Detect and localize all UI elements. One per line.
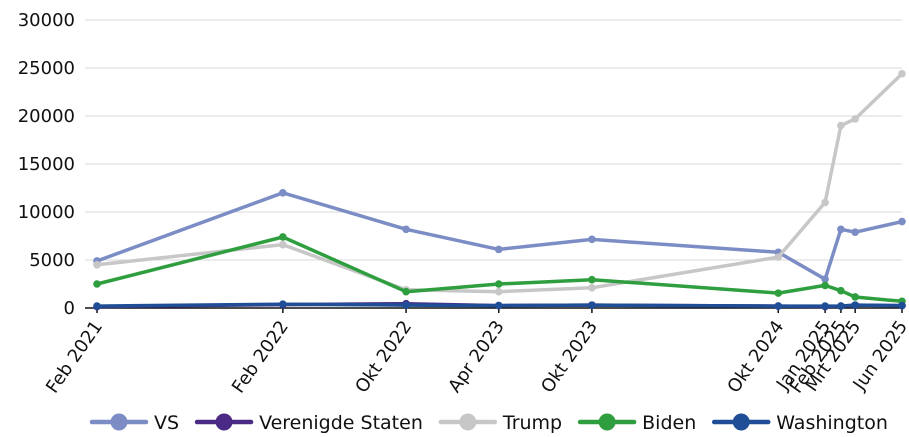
series-line (95, 191, 904, 281)
data-point (898, 301, 906, 310)
legend-item: VS (89, 412, 179, 434)
legend: VS Verenigde Staten Trump Biden Washington (89, 412, 888, 434)
data-point (494, 287, 503, 296)
series-washington (93, 300, 906, 310)
y-axis: 0 5000 10000 15000 20000 25000 30000 (18, 10, 75, 319)
gridlines (85, 19, 902, 261)
data-point (898, 69, 906, 78)
data-point (821, 281, 829, 290)
x-tick-label: Apr 2023 (444, 317, 509, 397)
legend-swatch-marker (110, 413, 128, 431)
x-axis: Feb 2021 Feb 2022 Okt 2022 Apr 2023 Okt 2023… (42, 307, 909, 397)
data-point (588, 301, 596, 309)
data-point (588, 284, 596, 292)
legend-item: Biden (577, 412, 696, 434)
legend-swatch-marker (459, 413, 477, 431)
data-point (93, 280, 101, 288)
legend-item: Verenigde Staten (194, 412, 423, 434)
data-point (774, 289, 783, 297)
data-point (851, 293, 859, 301)
data-point (494, 280, 503, 288)
series-trump (93, 69, 906, 296)
y-tick-label: 25000 (18, 58, 75, 79)
data-point (821, 198, 829, 207)
data-point (588, 235, 596, 244)
series-vs (93, 189, 906, 284)
data-point (402, 287, 410, 296)
y-tick-label: 10000 (18, 202, 75, 223)
data-point (402, 301, 410, 309)
legend-item: Washington (711, 412, 888, 434)
data-point (851, 301, 859, 309)
y-tick-label: 30000 (18, 10, 75, 31)
y-tick-label: 20000 (18, 106, 75, 127)
data-point (93, 302, 101, 310)
legend-label: VS (154, 412, 179, 434)
x-tick-label: Feb 2021 (42, 317, 107, 397)
x-tick-label: Okt 2022 (351, 317, 416, 397)
data-point (837, 225, 845, 234)
data-point (774, 253, 783, 261)
x-tick-label: Okt 2023 (537, 317, 602, 397)
series-line (95, 235, 904, 304)
data-point (279, 233, 287, 241)
legend-swatch-marker (215, 413, 233, 431)
series-line (95, 72, 904, 294)
legend-item: Trump (438, 412, 562, 434)
data-point (588, 275, 596, 284)
data-point (494, 245, 503, 254)
data-point (774, 302, 783, 310)
series-lines (93, 69, 906, 311)
data-point (837, 121, 845, 130)
data-point (402, 225, 410, 234)
legend-swatch-marker (598, 413, 616, 431)
series-line (95, 302, 904, 308)
y-tick-label: 15000 (18, 154, 75, 175)
legend-label: Trump (502, 412, 562, 434)
data-point (279, 300, 287, 308)
data-point (93, 261, 101, 269)
legend-swatch-marker (732, 413, 750, 431)
data-point (821, 302, 829, 310)
y-tick-label: 0 (64, 298, 75, 319)
legend-label: Biden (642, 412, 696, 434)
y-tick-label: 5000 (29, 250, 75, 271)
data-point (279, 240, 287, 249)
data-point (837, 302, 845, 310)
data-point (279, 189, 287, 197)
data-point (494, 301, 503, 310)
data-point (851, 115, 859, 123)
legend-label: Washington (776, 412, 888, 434)
data-point (851, 228, 859, 236)
data-point (837, 286, 845, 295)
legend-label: Verenigde Staten (259, 412, 423, 434)
x-tick-label: Feb 2022 (228, 317, 293, 397)
data-point (898, 217, 906, 226)
data-point (821, 275, 829, 284)
